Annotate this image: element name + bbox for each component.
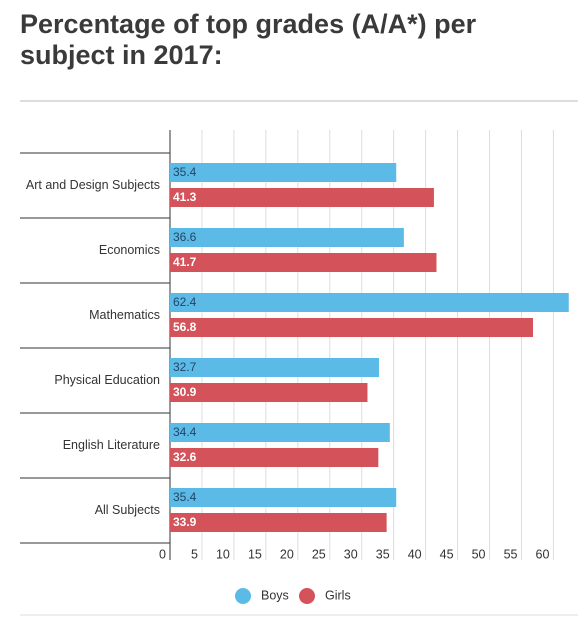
value-label: 33.9 — [173, 515, 197, 529]
x-tick-label: 60 — [536, 547, 550, 561]
value-label: 35.4 — [173, 165, 197, 179]
bar — [170, 318, 533, 337]
value-label: 32.7 — [173, 360, 197, 374]
bar — [170, 448, 379, 467]
bar — [170, 488, 397, 507]
value-label: 30.9 — [173, 385, 197, 399]
bar — [170, 423, 390, 442]
bar — [170, 188, 434, 207]
x-tick-label: 45 — [440, 547, 454, 561]
bar — [170, 253, 437, 272]
category-label: Mathematics — [89, 308, 160, 322]
x-tick-label: 35 — [376, 547, 390, 561]
x-tick-label: 30 — [344, 547, 358, 561]
bar — [170, 358, 379, 377]
x-tick-label: 15 — [248, 547, 262, 561]
value-label: 41.3 — [173, 190, 197, 204]
x-tick-label: 5 — [191, 547, 198, 561]
chart-title: Percentage of top grades (A/A*) per subje… — [20, 9, 477, 70]
x-tick-label: 10 — [216, 547, 230, 561]
x-tick-label: 25 — [312, 547, 326, 561]
category-label: All Subjects — [95, 503, 160, 517]
category-label: Economics — [99, 243, 160, 257]
x-tick-label: 0 — [159, 547, 166, 561]
value-label: 34.4 — [173, 425, 197, 439]
legend-label: Boys — [261, 588, 289, 602]
x-tick-label: 55 — [504, 547, 518, 561]
value-label: 62.4 — [173, 295, 197, 309]
bar — [170, 163, 397, 182]
category-label: English Literature — [63, 438, 160, 452]
legend-marker — [299, 588, 315, 604]
x-tick-label: 50 — [472, 547, 486, 561]
x-tick-label: 20 — [280, 547, 294, 561]
value-label: 56.8 — [173, 320, 197, 334]
x-tick-label: 40 — [408, 547, 422, 561]
bar — [170, 228, 404, 247]
category-label: Physical Education — [54, 373, 160, 387]
value-label: 36.6 — [173, 230, 197, 244]
bar — [170, 383, 368, 402]
value-label: 41.7 — [173, 255, 197, 269]
value-label: 35.4 — [173, 490, 197, 504]
legend-marker — [235, 588, 251, 604]
category-label: Art and Design Subjects — [26, 178, 160, 192]
legend-label: Girls — [325, 588, 351, 602]
value-label: 32.6 — [173, 450, 197, 464]
bar — [170, 293, 569, 312]
bar — [170, 513, 387, 532]
